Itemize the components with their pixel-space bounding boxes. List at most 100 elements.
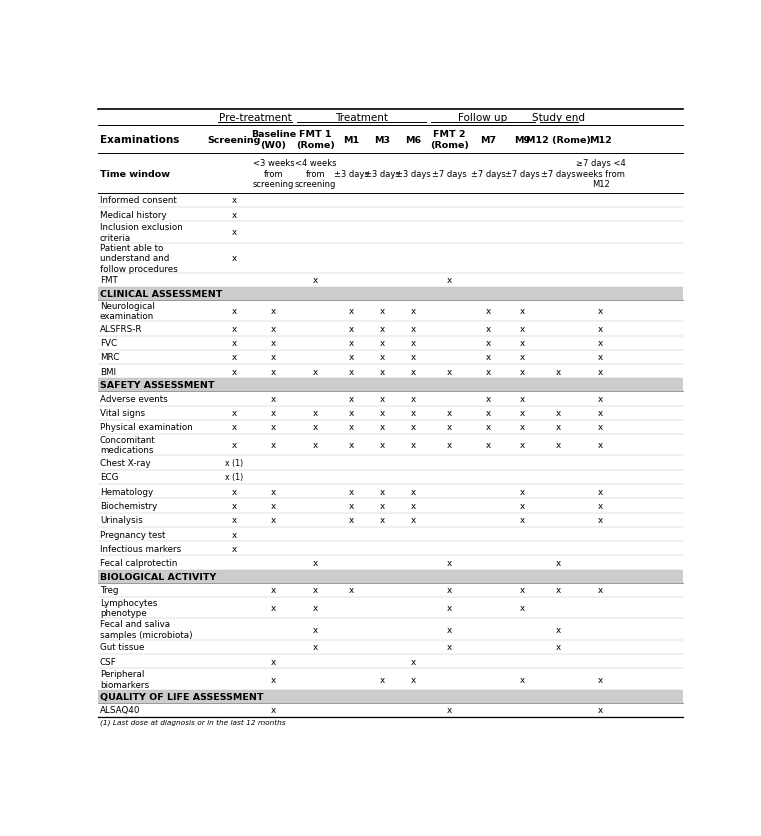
Text: x: x — [520, 339, 524, 348]
Text: (1) Last dose at diagnosis or in the last 12 months: (1) Last dose at diagnosis or in the las… — [100, 719, 285, 726]
Text: x: x — [349, 516, 354, 525]
Text: x: x — [232, 502, 237, 511]
Text: x: x — [520, 604, 524, 613]
Text: x: x — [313, 423, 318, 432]
Text: x: x — [271, 395, 276, 404]
Text: x: x — [520, 367, 524, 376]
Text: x: x — [598, 353, 603, 362]
Text: x: x — [349, 353, 354, 362]
Text: M3: M3 — [374, 135, 390, 145]
Text: x (1): x (1) — [225, 473, 244, 482]
Text: x: x — [556, 558, 562, 568]
Text: x: x — [313, 643, 318, 651]
Text: x: x — [556, 409, 562, 418]
Text: x: x — [410, 395, 416, 404]
Text: x: x — [556, 585, 562, 594]
Text: x: x — [380, 409, 385, 418]
Text: x: x — [380, 307, 385, 316]
Text: x: x — [410, 502, 416, 511]
Text: QUALITY OF LIFE ASSESSMENT: QUALITY OF LIFE ASSESSMENT — [100, 692, 263, 701]
Text: x: x — [598, 324, 603, 334]
Text: Treatment: Treatment — [335, 113, 388, 123]
Text: <3 weeks
from
screening: <3 weeks from screening — [253, 160, 295, 188]
Text: x: x — [349, 487, 354, 496]
Text: x: x — [380, 487, 385, 496]
Text: x: x — [232, 254, 237, 263]
Text: x: x — [313, 276, 318, 285]
Text: x: x — [598, 367, 603, 376]
Text: x: x — [232, 516, 237, 525]
Text: x: x — [349, 339, 354, 348]
Text: x: x — [447, 604, 452, 613]
Text: Pre-treatment: Pre-treatment — [219, 113, 291, 123]
Text: x (1): x (1) — [225, 459, 244, 467]
Text: x: x — [520, 487, 524, 496]
Text: x: x — [380, 353, 385, 362]
Text: x: x — [598, 502, 603, 511]
Text: x: x — [520, 502, 524, 511]
Text: x: x — [271, 604, 276, 613]
Text: x: x — [556, 367, 562, 376]
Text: x: x — [486, 307, 491, 316]
Bar — [98, 690, 683, 703]
Text: x: x — [313, 604, 318, 613]
Text: x: x — [410, 657, 416, 666]
Text: x: x — [232, 441, 237, 450]
Text: Medical history: Medical history — [100, 211, 167, 219]
Text: Patient able to
understand and
follow procedures: Patient able to understand and follow pr… — [100, 243, 177, 273]
Text: M9: M9 — [514, 135, 530, 145]
Text: M6: M6 — [405, 135, 421, 145]
Text: x: x — [271, 502, 276, 511]
Text: x: x — [598, 516, 603, 525]
Text: x: x — [232, 530, 237, 539]
Text: x: x — [271, 307, 276, 316]
Text: x: x — [232, 544, 237, 553]
Text: ECG: ECG — [100, 473, 118, 482]
Text: x: x — [447, 441, 452, 450]
Text: x: x — [598, 441, 603, 450]
Text: x: x — [380, 675, 385, 684]
Text: x: x — [271, 516, 276, 525]
Text: Inclusion exclusion
criteria: Inclusion exclusion criteria — [100, 223, 183, 242]
Text: x: x — [598, 487, 603, 496]
Text: x: x — [410, 307, 416, 316]
Text: x: x — [313, 367, 318, 376]
Text: x: x — [410, 675, 416, 684]
Text: ±3 days: ±3 days — [396, 170, 431, 178]
Text: x: x — [520, 409, 524, 418]
Text: x: x — [380, 395, 385, 404]
Text: x: x — [232, 409, 237, 418]
Text: ±7 days: ±7 days — [432, 170, 466, 178]
Text: Fecal calprotectin: Fecal calprotectin — [100, 558, 177, 568]
Text: x: x — [447, 423, 452, 432]
Text: x: x — [520, 675, 524, 684]
Text: x: x — [349, 409, 354, 418]
Text: Gut tissue: Gut tissue — [100, 643, 145, 651]
Text: x: x — [271, 657, 276, 666]
Text: x: x — [410, 324, 416, 334]
Text: x: x — [598, 339, 603, 348]
Text: x: x — [447, 643, 452, 651]
Text: M12: M12 — [589, 135, 612, 145]
Text: x: x — [380, 367, 385, 376]
Text: x: x — [520, 423, 524, 432]
Text: x: x — [232, 367, 237, 376]
Text: Peripheral
biomarkers: Peripheral biomarkers — [100, 670, 149, 689]
Text: Neurological
examination: Neurological examination — [100, 302, 154, 321]
Text: x: x — [380, 423, 385, 432]
Text: x: x — [598, 675, 603, 684]
Text: MRC: MRC — [100, 353, 119, 362]
Text: x: x — [447, 558, 452, 568]
Text: x: x — [598, 409, 603, 418]
Text: x: x — [556, 441, 562, 450]
Text: x: x — [271, 706, 276, 715]
Text: x: x — [410, 339, 416, 348]
Text: x: x — [380, 516, 385, 525]
Text: x: x — [380, 339, 385, 348]
Text: x: x — [271, 585, 276, 594]
Text: x: x — [520, 585, 524, 594]
Text: x: x — [486, 423, 491, 432]
Text: x: x — [271, 339, 276, 348]
Text: x: x — [447, 367, 452, 376]
Text: Physical examination: Physical examination — [100, 423, 193, 432]
